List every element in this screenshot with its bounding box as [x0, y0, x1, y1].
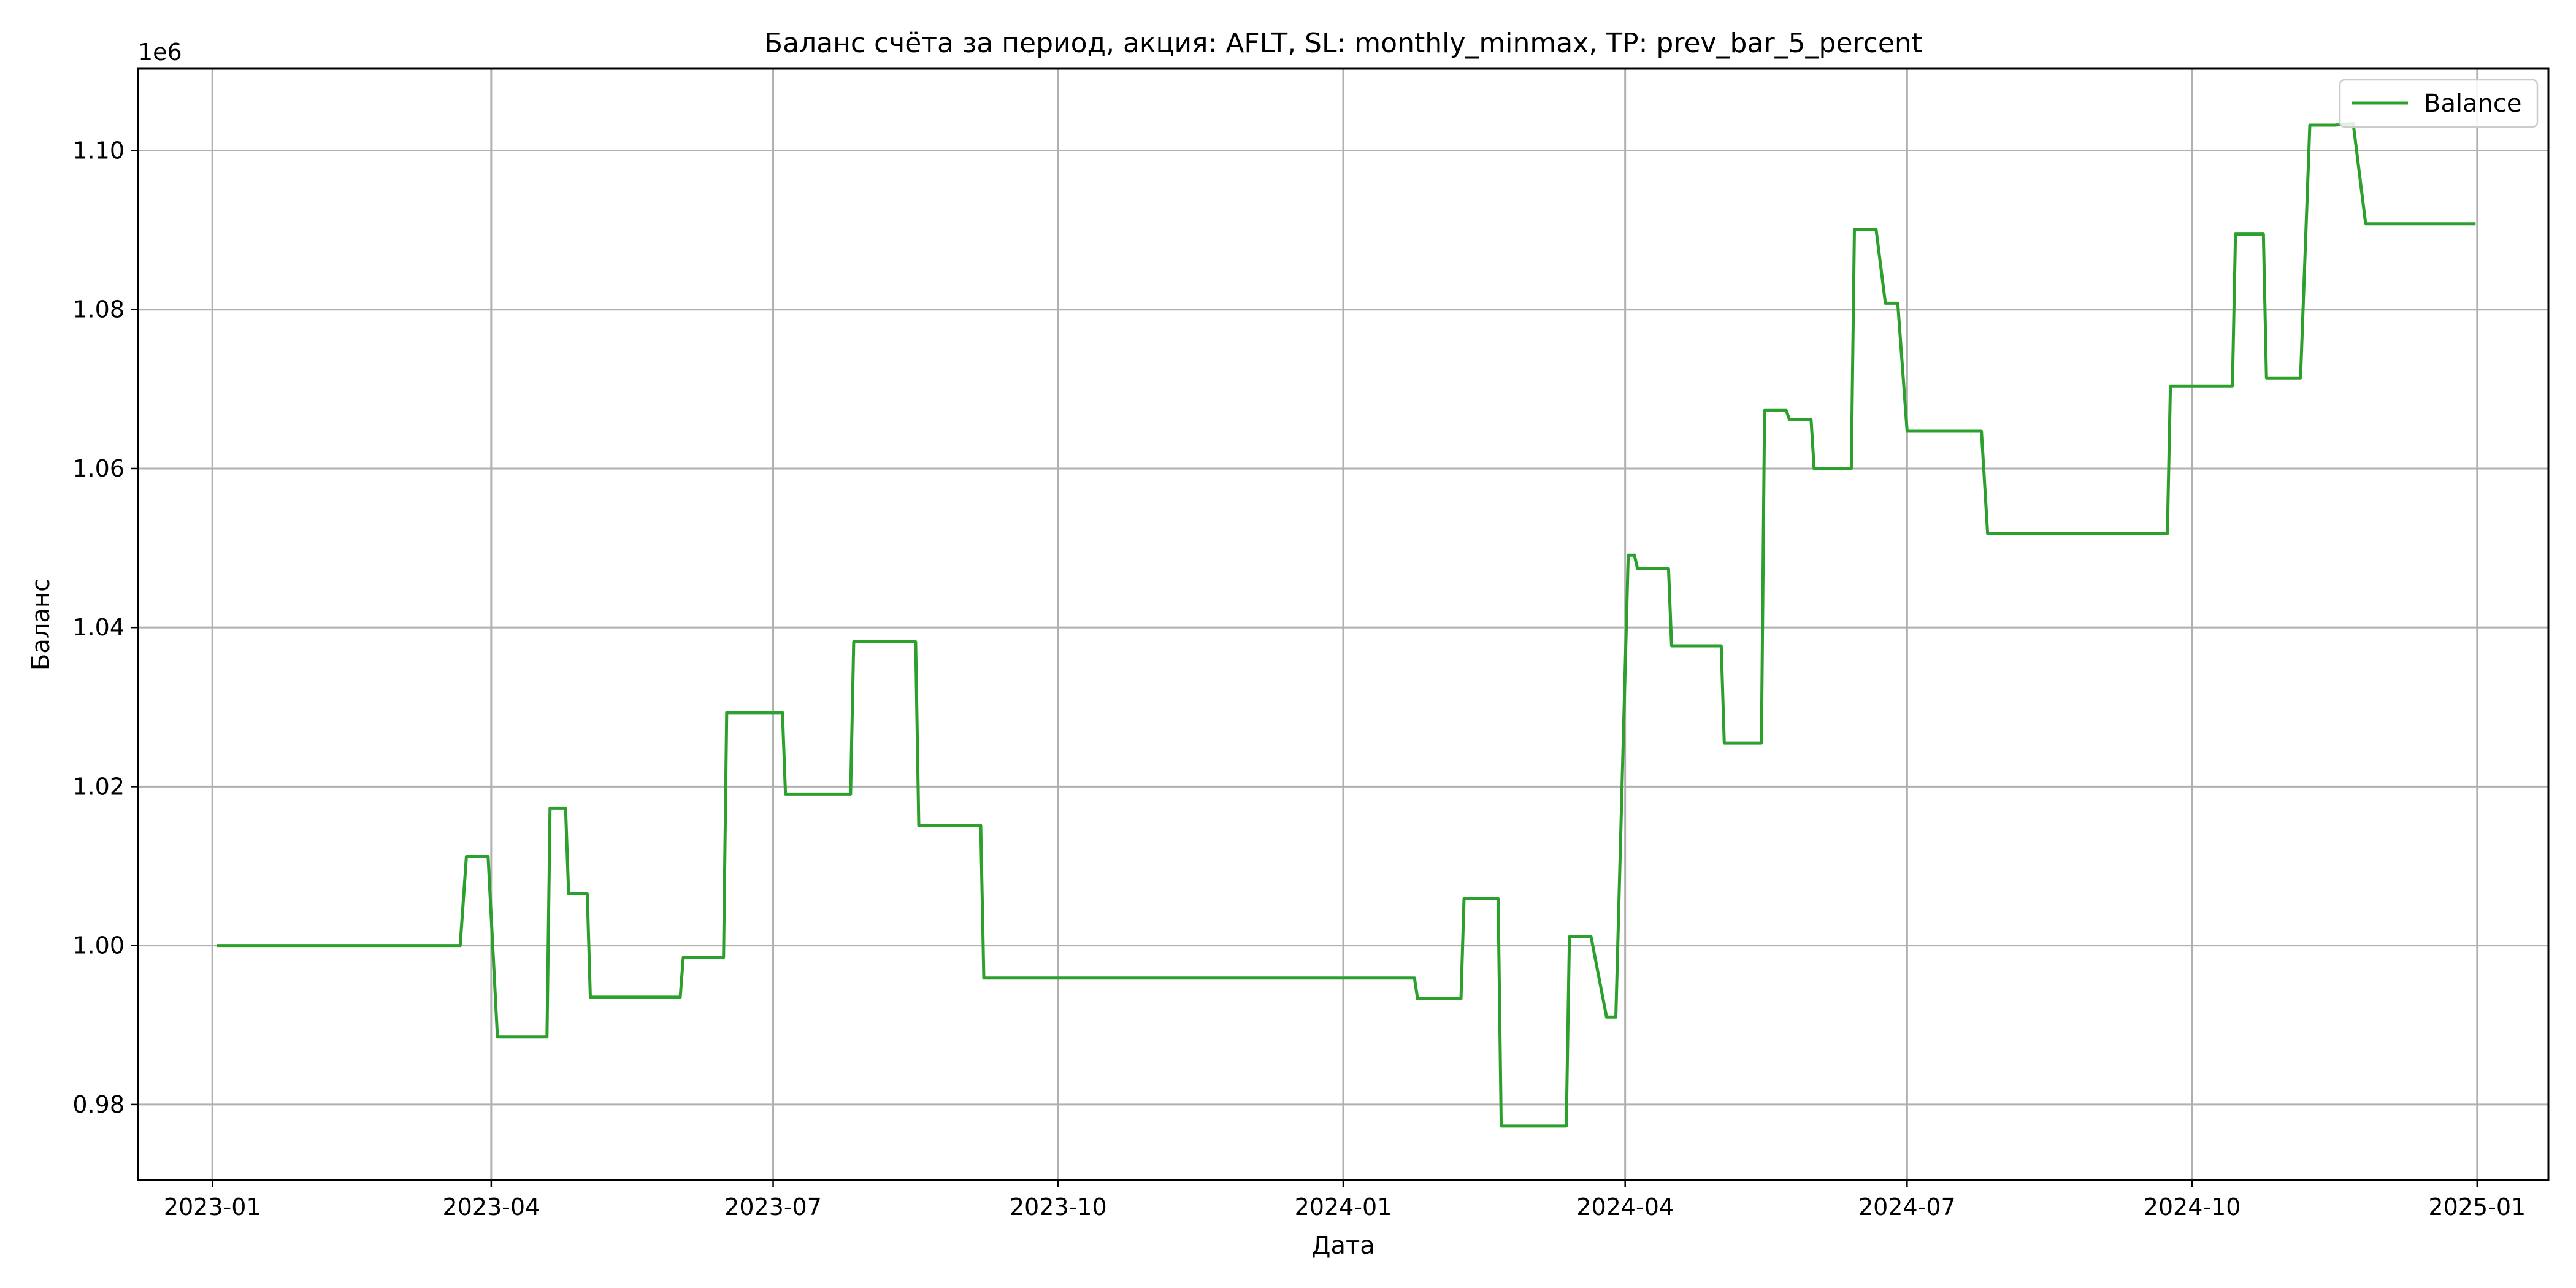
ticks: 2023-01 2023-04 2023-07 2023-10 2024-01 2024-…: [72, 137, 2526, 1221]
y-tick-label: 1.02: [72, 773, 125, 800]
x-axis-label: Дата: [1311, 1232, 1375, 1260]
x-tick-label: 2023-01: [164, 1194, 261, 1221]
legend-label-balance: Balance: [2424, 90, 2522, 118]
legend: Balance: [2339, 79, 2539, 128]
x-tick-label: 2023-07: [724, 1194, 822, 1221]
y-tick-label: 1.08: [72, 296, 125, 323]
y-tick-label: 1.04: [72, 614, 125, 641]
x-tick-label: 2023-04: [442, 1194, 540, 1221]
x-tick-label: 2024-01: [1295, 1194, 1392, 1221]
y-tick-label: 1.10: [72, 137, 125, 164]
y-tick-label: 1.06: [72, 455, 125, 482]
y-tick-label: 1.00: [72, 932, 125, 959]
y-tick-label: 0.98: [72, 1091, 125, 1118]
series-layer: [217, 121, 2476, 1128]
series-line-balance: [217, 121, 2476, 1128]
x-tick-label: 2024-07: [1858, 1194, 1956, 1221]
x-tick-label: 2023-10: [1010, 1194, 1107, 1221]
x-tick-label: 2024-04: [1576, 1194, 1674, 1221]
chart-title: Баланс счёта за период, акция: AFLT, SL:…: [764, 28, 1922, 59]
y-axis-label: Баланс: [27, 578, 55, 670]
grid: [138, 69, 2548, 1180]
y-offset-label: 1e6: [138, 39, 182, 66]
legend-box: [2339, 79, 2539, 128]
x-tick-label: 2025-01: [2428, 1194, 2526, 1221]
x-tick-label: 2024-10: [2144, 1194, 2241, 1221]
